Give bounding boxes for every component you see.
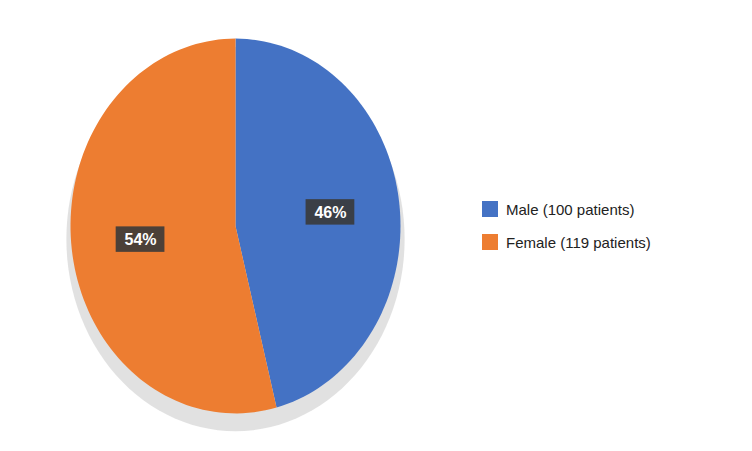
html-text:Female (119 patients): Female (119 patients) [506,233,651,251]
html-text:Male (100 patients): Male (100 patients) [506,200,635,218]
svg-text:54%: 54% [125,231,157,248]
svg-text:46%: 46% [314,203,346,220]
